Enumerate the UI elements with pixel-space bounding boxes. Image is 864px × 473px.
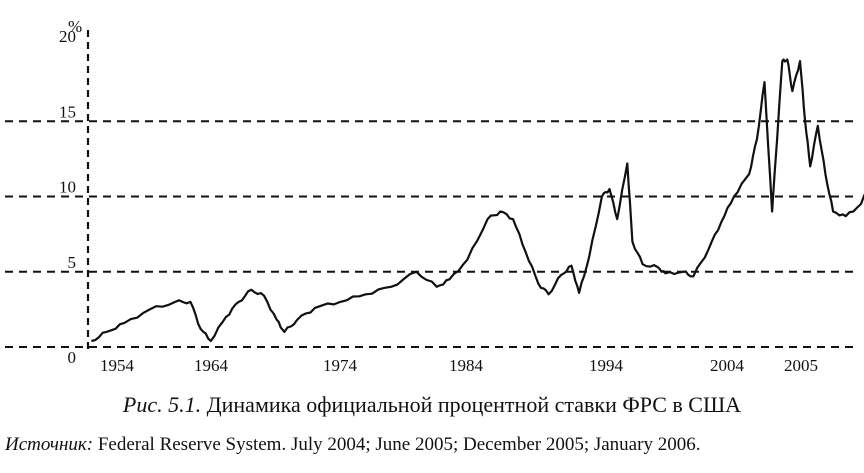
y-tick-label: 0 [68,348,77,367]
figure-caption: Рис. 5.1. Динамика официальной процентно… [0,392,864,418]
x-tick-label: 2005 [784,356,818,375]
x-tick-label: 1984 [449,356,484,375]
x-tick-label: 1954 [100,356,135,375]
y-tick-label: 10 [59,178,76,197]
fed-rate-line [91,58,864,343]
y-tick-label: 5 [68,253,77,272]
source-text: Federal Reserve System. July 2004; June … [97,434,701,455]
source-label: Источник: [5,434,94,455]
x-tick-label: 1994 [589,356,624,375]
x-tick-label: 2004 [710,356,745,375]
source-note: Источник: Federal Reserve System. July 2… [5,434,700,456]
y-tick-label: 20 [59,27,76,46]
x-tick-labels: 1954 1964 1974 1984 1994 2004 2005 [100,356,818,375]
y-unit-label: % [68,17,82,36]
caption-text: Динамика официальной процентной ставки Ф… [206,392,742,417]
x-tick-label: 1964 [194,356,229,375]
y-tick-labels: 0 5 10 15 20 [59,27,76,367]
gridlines [5,120,858,348]
y-tick-label: 15 [59,102,76,121]
rate-chart: % 0 5 10 15 20 1954 1964 1974 1984 1994 2004 2005 [5,17,864,375]
caption-label: Рис. 5.1. [122,392,202,417]
x-tick-label: 1974 [323,356,358,375]
